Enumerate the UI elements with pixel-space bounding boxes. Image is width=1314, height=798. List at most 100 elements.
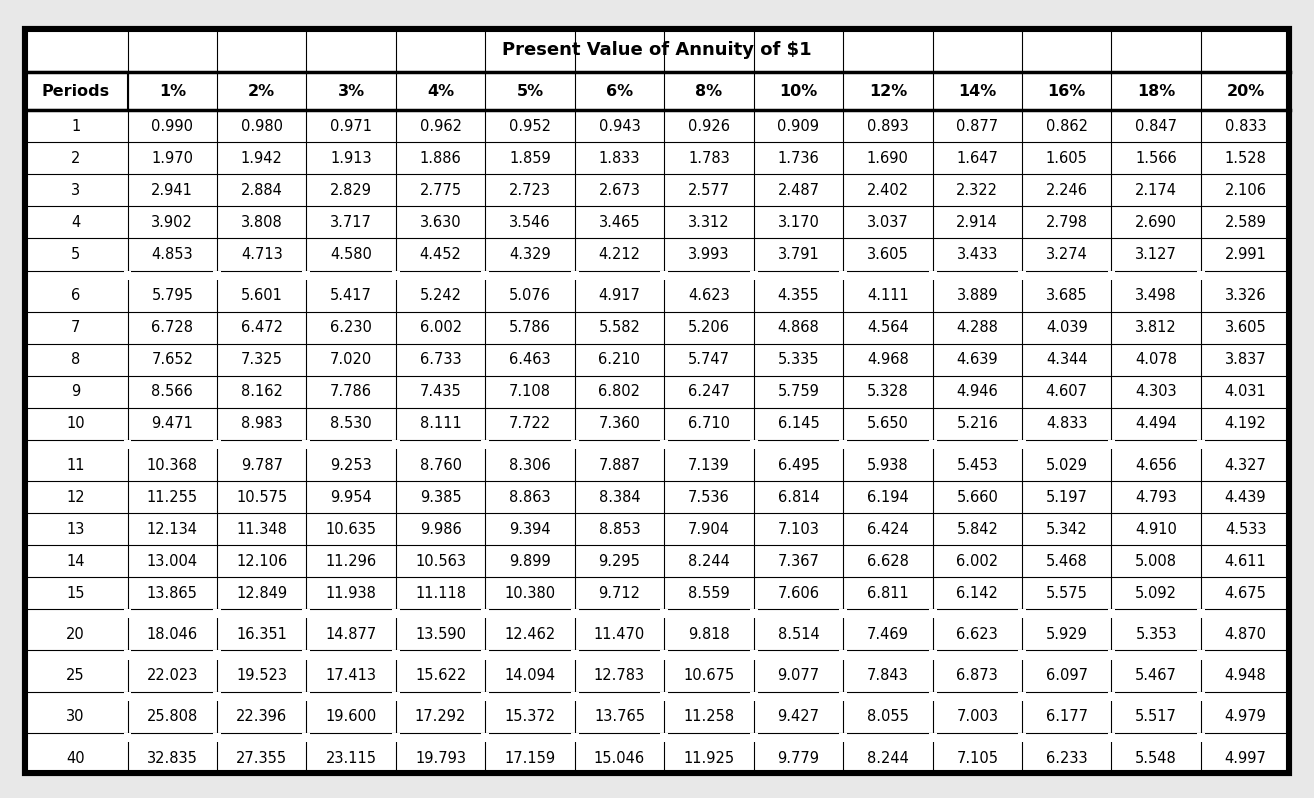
- Text: 5.206: 5.206: [689, 320, 731, 335]
- Text: 1.736: 1.736: [778, 151, 819, 166]
- Bar: [1197, 440, 1205, 449]
- Text: 6.230: 6.230: [330, 320, 372, 335]
- Bar: [929, 692, 937, 701]
- Bar: [660, 733, 668, 742]
- Text: 5.335: 5.335: [778, 352, 819, 367]
- Text: 4.833: 4.833: [1046, 417, 1088, 432]
- Text: 4.997: 4.997: [1225, 751, 1267, 765]
- Bar: [750, 733, 758, 742]
- Text: 2.829: 2.829: [330, 183, 372, 198]
- Bar: [929, 650, 937, 660]
- Text: 16.351: 16.351: [237, 627, 288, 642]
- Text: 6.247: 6.247: [689, 385, 731, 399]
- Bar: [750, 440, 758, 449]
- Bar: [750, 692, 758, 701]
- Text: 6.233: 6.233: [1046, 751, 1088, 765]
- Text: 16%: 16%: [1047, 84, 1085, 99]
- Text: 17.159: 17.159: [505, 751, 556, 765]
- Text: 9.712: 9.712: [598, 586, 640, 601]
- Text: 9.385: 9.385: [419, 490, 461, 504]
- Text: 4.533: 4.533: [1225, 522, 1267, 537]
- Text: 7.536: 7.536: [689, 490, 729, 504]
- Text: 14%: 14%: [958, 84, 996, 99]
- Bar: [570, 271, 578, 279]
- Bar: [570, 650, 578, 660]
- Text: 7.786: 7.786: [330, 385, 372, 399]
- Text: 8.244: 8.244: [689, 554, 729, 569]
- Text: 1: 1: [71, 119, 80, 134]
- Text: 2%: 2%: [248, 84, 275, 99]
- Text: 6.495: 6.495: [778, 457, 819, 472]
- Text: 4.948: 4.948: [1225, 668, 1267, 683]
- Text: 2.577: 2.577: [689, 183, 731, 198]
- Bar: [392, 733, 399, 742]
- Text: 11: 11: [66, 457, 85, 472]
- Text: 12.783: 12.783: [594, 668, 645, 683]
- Text: 23.115: 23.115: [326, 751, 377, 765]
- Text: 11.118: 11.118: [415, 586, 466, 601]
- Text: 2: 2: [71, 151, 80, 166]
- Text: 2.673: 2.673: [599, 183, 640, 198]
- Text: 4.713: 4.713: [240, 247, 283, 262]
- Text: 3.630: 3.630: [419, 215, 461, 230]
- Bar: [1197, 271, 1205, 279]
- Text: 4.793: 4.793: [1135, 490, 1177, 504]
- Text: 2.723: 2.723: [509, 183, 551, 198]
- Text: 14: 14: [66, 554, 85, 569]
- Text: 3.605: 3.605: [1225, 320, 1267, 335]
- Text: 4.611: 4.611: [1225, 554, 1267, 569]
- Text: 3.812: 3.812: [1135, 320, 1177, 335]
- Text: 4.344: 4.344: [1046, 352, 1088, 367]
- Bar: [1108, 609, 1116, 618]
- Text: 3.791: 3.791: [778, 247, 819, 262]
- Bar: [302, 733, 310, 742]
- Bar: [481, 271, 489, 279]
- Text: 0.893: 0.893: [867, 119, 909, 134]
- Bar: [1108, 440, 1116, 449]
- Text: 1.970: 1.970: [151, 151, 193, 166]
- Text: 0.926: 0.926: [689, 119, 731, 134]
- Text: 5.467: 5.467: [1135, 668, 1177, 683]
- Bar: [213, 650, 221, 660]
- Text: 5%: 5%: [516, 84, 544, 99]
- Text: 6.623: 6.623: [957, 627, 999, 642]
- Text: 9.394: 9.394: [510, 522, 551, 537]
- Bar: [570, 692, 578, 701]
- Text: 7.139: 7.139: [689, 457, 729, 472]
- Text: 7.722: 7.722: [509, 417, 551, 432]
- Text: 8.559: 8.559: [689, 586, 729, 601]
- Text: 2.402: 2.402: [867, 183, 909, 198]
- Text: 2.914: 2.914: [957, 215, 999, 230]
- Text: 4: 4: [71, 215, 80, 230]
- Text: 13: 13: [67, 522, 85, 537]
- Text: 6.811: 6.811: [867, 586, 909, 601]
- Text: 6.710: 6.710: [689, 417, 731, 432]
- Text: 7.105: 7.105: [957, 751, 999, 765]
- Text: 6.002: 6.002: [957, 554, 999, 569]
- Text: 5.328: 5.328: [867, 385, 909, 399]
- Text: 5.342: 5.342: [1046, 522, 1088, 537]
- Text: 5.660: 5.660: [957, 490, 999, 504]
- Text: 13.865: 13.865: [147, 586, 197, 601]
- Text: 4.212: 4.212: [598, 247, 640, 262]
- Text: 7.887: 7.887: [598, 457, 640, 472]
- Bar: [124, 733, 131, 742]
- Text: 4.580: 4.580: [330, 247, 372, 262]
- Text: 5.076: 5.076: [509, 288, 551, 303]
- Text: 4.675: 4.675: [1225, 586, 1267, 601]
- Bar: [1018, 733, 1026, 742]
- Text: 5.842: 5.842: [957, 522, 999, 537]
- Text: 1%: 1%: [159, 84, 185, 99]
- Bar: [302, 650, 310, 660]
- Text: 11.296: 11.296: [326, 554, 377, 569]
- Text: 40: 40: [66, 751, 85, 765]
- Text: 1.942: 1.942: [240, 151, 283, 166]
- Text: 6.728: 6.728: [151, 320, 193, 335]
- Text: 4.327: 4.327: [1225, 457, 1267, 472]
- Text: 6.194: 6.194: [867, 490, 909, 504]
- Bar: [302, 440, 310, 449]
- Text: 3.808: 3.808: [240, 215, 283, 230]
- Bar: [481, 609, 489, 618]
- Text: 11.925: 11.925: [683, 751, 735, 765]
- Bar: [660, 440, 668, 449]
